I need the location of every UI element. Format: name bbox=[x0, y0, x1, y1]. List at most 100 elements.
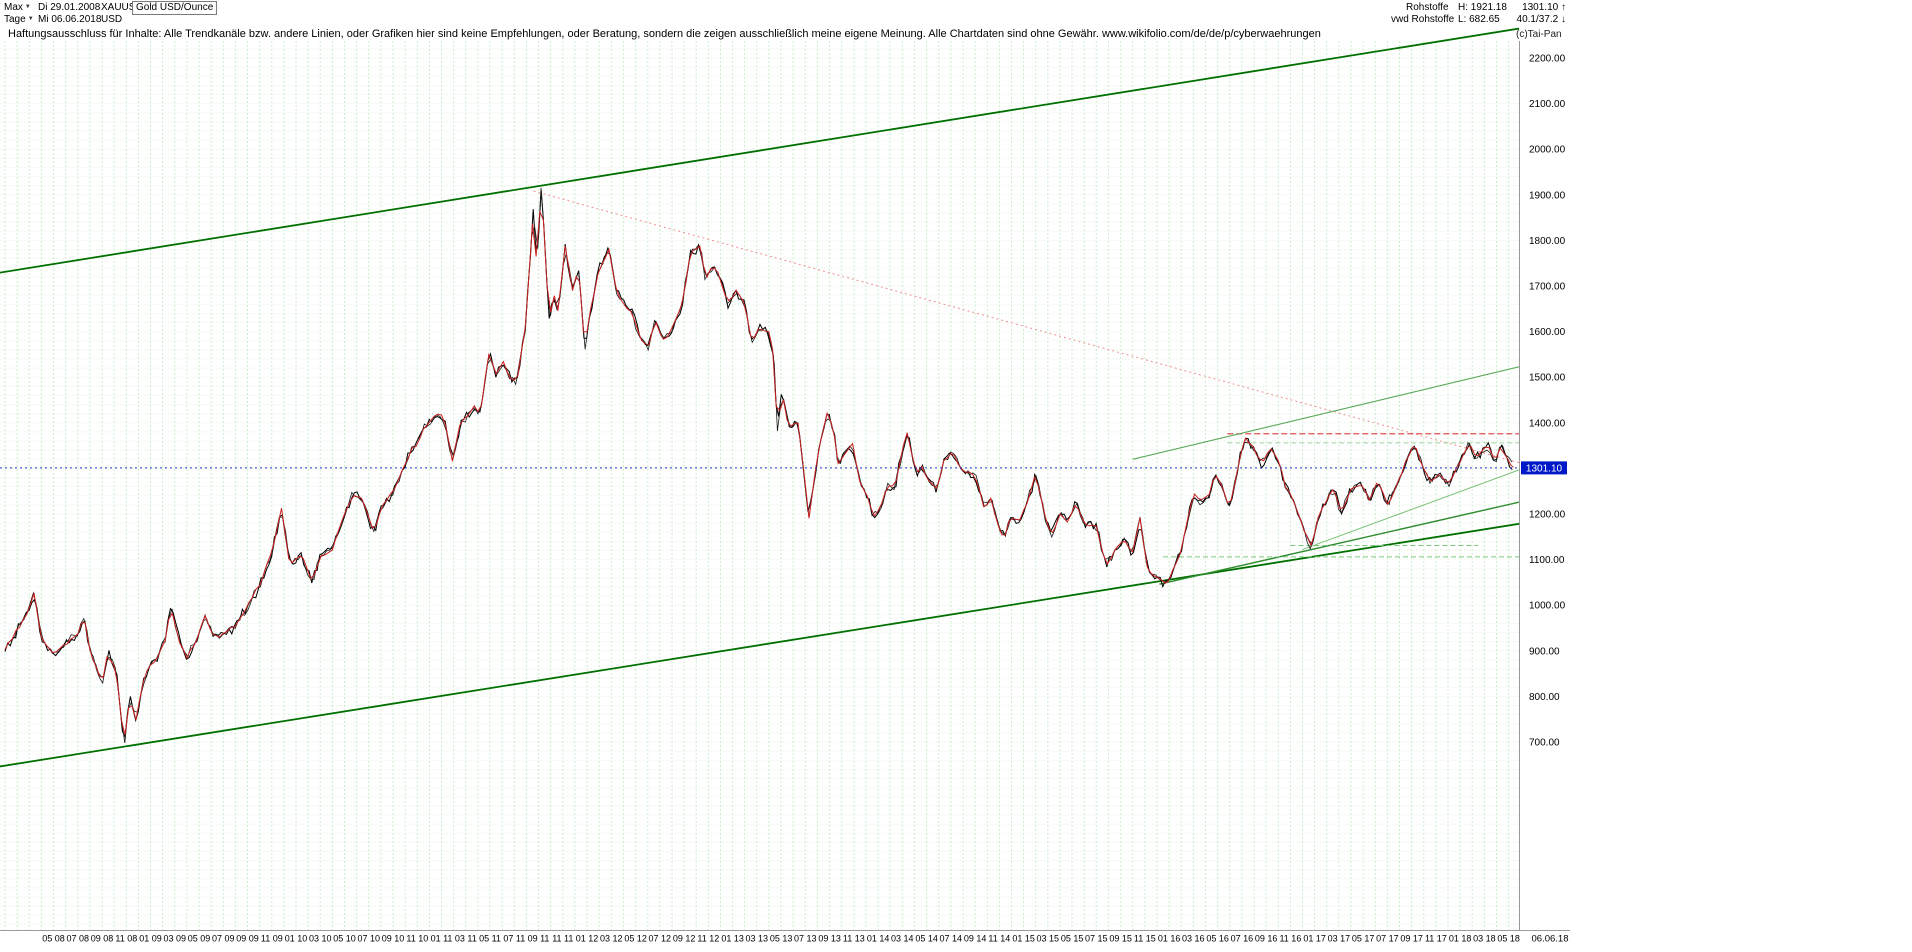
x-tick-label: 01 18 bbox=[1449, 934, 1472, 944]
chevron-down-icon: ▼ bbox=[24, 4, 31, 10]
low-value: L: 682.65 bbox=[1458, 14, 1500, 25]
x-tick-label: 07 12 bbox=[649, 934, 672, 944]
last-price: 1301.10 ↑ bbox=[1522, 2, 1566, 13]
y-tick-label: 1400.00 bbox=[1529, 418, 1566, 429]
x-tick-label: 03 16 bbox=[1182, 934, 1205, 944]
x-tick-label: 05 17 bbox=[1352, 934, 1375, 944]
x-tick-label: 11 16 bbox=[1279, 934, 1301, 944]
trendline-rising-wedge-upper bbox=[1132, 366, 1519, 460]
x-tick-label: 01 11 bbox=[431, 934, 453, 944]
feed-label: vwd Rohstoffe bbox=[1391, 14, 1455, 25]
x-tick-label: 07 15 bbox=[1085, 934, 1108, 944]
x-tick-label: 05 08 bbox=[42, 934, 65, 944]
x-tick-label: 07 11 bbox=[503, 934, 525, 944]
price-line-black bbox=[4, 190, 1513, 739]
x-tick-label: 01 13 bbox=[721, 934, 744, 944]
x-tick-label: 05 10 bbox=[333, 934, 356, 944]
x-tick-label: 03 17 bbox=[1328, 934, 1351, 944]
y-tick-label: 1000.00 bbox=[1529, 601, 1566, 612]
x-tick-label: 11 14 bbox=[988, 934, 1010, 944]
start-date[interactable]: Di 29.01.2008 bbox=[38, 2, 101, 13]
x-tick-label: 05 09 bbox=[188, 934, 211, 944]
market-label: Rohstoffe bbox=[1406, 2, 1449, 13]
x-tick-label: 09 08 bbox=[91, 934, 114, 944]
y-tick-label: 1200.00 bbox=[1529, 510, 1566, 521]
x-tick-label: 05 14 bbox=[915, 934, 938, 944]
x-tick-label: 07 17 bbox=[1376, 934, 1399, 944]
x-tick-label: 01 16 bbox=[1158, 934, 1181, 944]
x-tick-label: 11 13 bbox=[843, 934, 865, 944]
trendline-lower-channel bbox=[0, 522, 1519, 768]
end-date[interactable]: Mi 06.06.2018 bbox=[38, 14, 102, 25]
current-price-badge bbox=[1521, 461, 1567, 475]
current-price-badge-label: 1301.10 bbox=[1526, 463, 1563, 474]
chevron-down-icon: ▼ bbox=[27, 16, 34, 22]
x-tick-label: 03 10 bbox=[309, 934, 332, 944]
high-value: H: 1921.18 bbox=[1458, 2, 1507, 13]
y-axis-labels: 2200.00 2100.00 2000.00 1900.00 1800.00 1700.… bbox=[1529, 54, 1566, 749]
x-tick-label: 03 18 bbox=[1473, 934, 1496, 944]
x-tick-label: 01 14 bbox=[867, 934, 890, 944]
x-tick-label: 09 09 bbox=[236, 934, 259, 944]
x-tick-label: 01 15 bbox=[1012, 934, 1035, 944]
x-tick-label: 11 10 bbox=[406, 934, 428, 944]
y-tick-label: 1500.00 bbox=[1529, 373, 1566, 384]
x-tick-label: 03 15 bbox=[1037, 934, 1060, 944]
x-tick-label: 07 09 bbox=[212, 934, 235, 944]
x-tick-label: 11 17 bbox=[1425, 934, 1447, 944]
trendlines bbox=[0, 27, 1519, 768]
y-tick-label: 2000.00 bbox=[1529, 145, 1566, 156]
y-tick-label: 1900.00 bbox=[1529, 190, 1566, 201]
x-tick-label: 07 16 bbox=[1231, 934, 1254, 944]
x-tick-label: 05 15 bbox=[1061, 934, 1084, 944]
x-tick-label: 03 12 bbox=[600, 934, 623, 944]
x-tick-label: 11 12 bbox=[697, 934, 719, 944]
x-tick-label: 05 18 bbox=[1497, 934, 1520, 944]
x-tick-label: 01 09 bbox=[139, 934, 162, 944]
y-tick-label: 900.00 bbox=[1529, 646, 1560, 657]
y-tick-label: 700.00 bbox=[1529, 738, 1560, 749]
x-tick-label: 09 16 bbox=[1255, 934, 1278, 944]
x-tick-label: 09 10 bbox=[382, 934, 405, 944]
y-tick-label: 1700.00 bbox=[1529, 282, 1566, 293]
trendline-rising-support bbox=[1159, 501, 1519, 585]
trendline-downtrend-dotted bbox=[533, 190, 1519, 464]
range-selector[interactable]: Max ▼ bbox=[4, 2, 31, 13]
instrument-name: Gold USD/Ounce bbox=[132, 1, 218, 15]
x-tick-label: 03 09 bbox=[164, 934, 187, 944]
y-tick-label: 1100.00 bbox=[1529, 555, 1565, 566]
x-tick-label: 09 14 bbox=[964, 934, 987, 944]
x-tick-label: 11 15 bbox=[1134, 934, 1156, 944]
x-tick-label: 11 08 bbox=[115, 934, 137, 944]
x-tick-label: 09 15 bbox=[1109, 934, 1132, 944]
trendline-rising-inner bbox=[1302, 469, 1519, 551]
trendline-upper-channel bbox=[0, 27, 1519, 274]
stats-value: 40.1/37.2 ↓ bbox=[1516, 14, 1566, 25]
x-tick-label: 05 11 bbox=[479, 934, 501, 944]
x-tick-label: 09 11 bbox=[528, 934, 550, 944]
price-series bbox=[4, 187, 1514, 744]
y-tick-label: 1600.00 bbox=[1529, 327, 1566, 338]
x-tick-label: 09 12 bbox=[673, 934, 696, 944]
y-tick-label: 800.00 bbox=[1529, 692, 1560, 703]
x-tick-label: 07 13 bbox=[794, 934, 817, 944]
x-tick-label: 07 10 bbox=[358, 934, 381, 944]
period-selector[interactable]: Tage ▼ bbox=[4, 14, 34, 25]
disclaimer-text: Haftungsausschluss für Inhalte: Alle Tre… bbox=[8, 28, 1321, 40]
x-tick-label: 03 11 bbox=[455, 934, 477, 944]
x-tick-label: 09 17 bbox=[1400, 934, 1423, 944]
x-tick-label: 05 16 bbox=[1206, 934, 1229, 944]
y-tick-label: 1800.00 bbox=[1529, 236, 1566, 247]
symbol-label[interactable]: XAUUSD bbox=[101, 2, 143, 13]
x-axis-labels: 05 08 07 08 09 08 11 08 01 09 03 09 05 09 07 09… bbox=[42, 934, 1568, 945]
x-tick-label: 05 13 bbox=[770, 934, 793, 944]
x-tick-label: 07 14 bbox=[940, 934, 963, 944]
x-tick-label: 01 17 bbox=[1303, 934, 1326, 944]
x-tick-label: 07 08 bbox=[67, 934, 90, 944]
x-tick-label: 03 14 bbox=[891, 934, 914, 944]
price-line-red bbox=[4, 211, 1514, 736]
grid bbox=[0, 41, 1519, 930]
x-tick-label: 09 13 bbox=[818, 934, 841, 944]
